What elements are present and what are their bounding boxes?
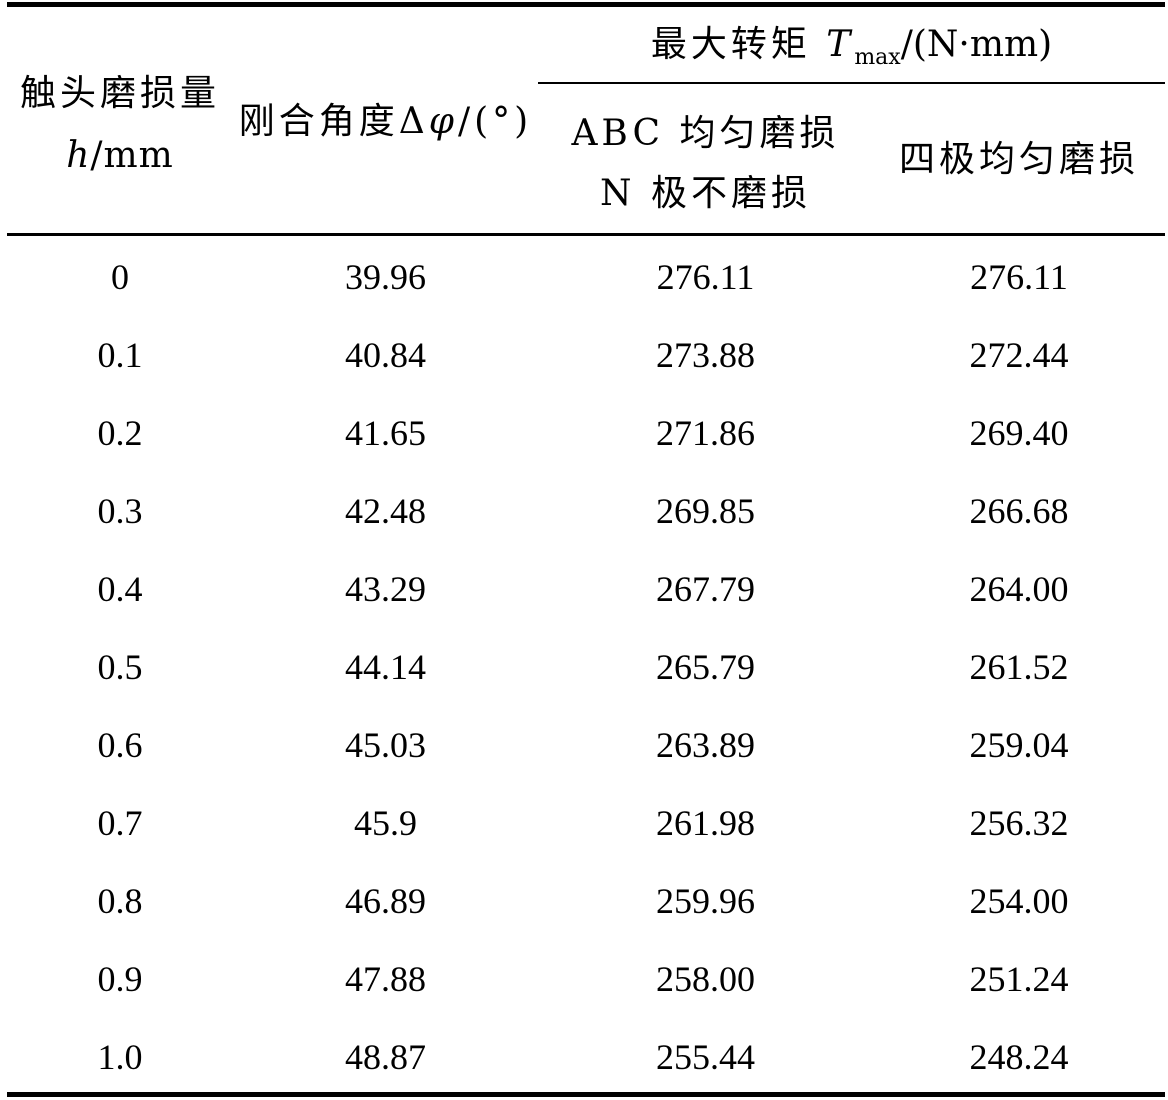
header-wear-unit: h/mm: [7, 138, 233, 174]
cell-wear: 0.6: [97, 725, 143, 765]
cell-torque-four-pole: 254.00: [969, 881, 1069, 921]
cell-torque-abc: 265.79: [656, 647, 755, 687]
cell-torque-four-pole: 248.24: [969, 1037, 1069, 1077]
table-bottom-rule: [7, 1092, 1165, 1097]
cell-torque-four-pole: 251.24: [969, 959, 1069, 999]
cell-torque-abc: 258.00: [656, 959, 755, 999]
cell-wear: 0.3: [97, 491, 143, 531]
cell-torque-four-pole: 272.44: [969, 335, 1069, 375]
cell-angle: 47.88: [345, 959, 426, 999]
cell-wear: 0.9: [97, 959, 143, 999]
cell-torque-abc: 267.79: [656, 569, 755, 609]
table-row: 0.8 46.89 259.96 254.00: [0, 862, 1168, 940]
table-row: 0.1 40.84 273.88 272.44: [0, 316, 1168, 394]
table-row: 0.3 42.48 269.85 266.68: [0, 472, 1168, 550]
cell-angle: 48.87: [345, 1037, 426, 1077]
cell-torque-abc: 255.44: [656, 1037, 755, 1077]
table-top-rule: [7, 2, 1165, 7]
cell-wear: 0.5: [97, 647, 143, 687]
header-wear-label: 触头磨损量: [19, 73, 220, 114]
header-angle-unit: /(°): [458, 101, 533, 142]
table-row: 0.9 47.88 258.00 251.24: [0, 940, 1168, 1018]
header-wear-unit-text: /mm: [90, 135, 174, 176]
cell-torque-four-pole: 256.32: [969, 803, 1069, 843]
cell-wear: 0.4: [97, 569, 143, 609]
header-max-torque: 最大转矩 Tmax/(N·mm): [538, 24, 1165, 71]
cell-wear: 0.1: [97, 335, 143, 375]
header-max-torque-sub: max: [854, 45, 901, 70]
cell-torque-four-pole: 264.00: [969, 569, 1069, 609]
cell-wear: 0: [111, 257, 129, 297]
table-row: 0.5 44.14 265.79 261.52: [0, 628, 1168, 706]
cell-torque-four-pole: 276.11: [970, 257, 1068, 297]
header-abc-wear-line2: N 极不磨损: [600, 173, 811, 214]
cell-angle: 46.89: [345, 881, 426, 921]
header-angle: 刚合角度Δφ/(°): [233, 104, 538, 140]
table-row: 0.6 45.03 263.89 259.04: [0, 706, 1168, 784]
header-max-torque-var: T: [826, 24, 855, 65]
cell-wear: 0.8: [97, 881, 143, 921]
cell-torque-abc: 276.11: [656, 257, 755, 297]
cell-angle: 40.84: [345, 335, 426, 375]
cell-angle: 42.48: [345, 491, 426, 531]
cell-angle: 39.96: [345, 257, 426, 297]
cell-torque-abc: 273.88: [656, 335, 755, 375]
cell-torque-four-pole: 259.04: [969, 725, 1069, 765]
table-row: 1.0 48.87 255.44 248.24: [0, 1018, 1168, 1096]
cell-angle: 41.65: [345, 413, 426, 453]
cell-wear: 0.7: [97, 803, 143, 843]
header-max-torque-label: 最大转矩: [650, 24, 827, 65]
cell-torque-abc: 259.96: [656, 881, 755, 921]
cell-wear: 0.2: [97, 413, 143, 453]
table-row: 0.2 41.65 271.86 269.40: [0, 394, 1168, 472]
cell-angle: 43.29: [345, 569, 426, 609]
cell-wear: 1.0: [97, 1037, 143, 1077]
cell-torque-abc: 269.85: [656, 491, 755, 531]
header-wear-var: h: [66, 135, 91, 176]
cell-torque-abc: 263.89: [656, 725, 755, 765]
table-row: 0.4 43.29 267.79 264.00: [0, 550, 1168, 628]
header-angle-var: φ: [428, 101, 458, 142]
table-row: 0 39.96 276.11 276.11: [0, 238, 1168, 316]
header-max-torque-unit: /(N·mm): [900, 24, 1053, 65]
header-angle-label: 刚合角度Δ: [238, 101, 429, 142]
header-bottom-rule: [7, 233, 1165, 236]
cell-angle: 44.14: [345, 647, 426, 687]
cell-torque-four-pole: 269.40: [969, 413, 1069, 453]
cell-angle: 45.9: [354, 803, 417, 843]
cell-torque-four-pole: 261.52: [969, 647, 1069, 687]
header-abc-wear-line1: ABC 均匀磨损: [571, 113, 840, 154]
cell-torque-abc: 261.98: [656, 803, 755, 843]
cell-angle: 45.03: [345, 725, 426, 765]
header-group-rule: [538, 82, 1165, 84]
header-four-pole-wear: 四极均匀磨损: [898, 139, 1139, 180]
table-row: 0.7 45.9 261.98 256.32: [0, 784, 1168, 862]
cell-torque-four-pole: 266.68: [969, 491, 1069, 531]
cell-torque-abc: 271.86: [656, 413, 755, 453]
